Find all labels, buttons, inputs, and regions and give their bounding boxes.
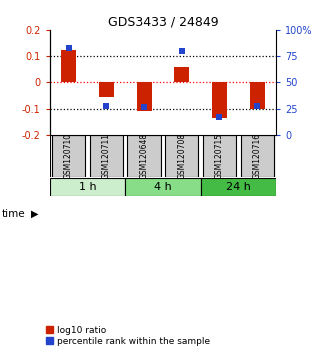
FancyBboxPatch shape (201, 178, 276, 196)
Text: GSM120711: GSM120711 (102, 133, 111, 179)
Text: time: time (2, 209, 25, 219)
FancyBboxPatch shape (165, 135, 198, 177)
FancyBboxPatch shape (125, 178, 201, 196)
FancyBboxPatch shape (127, 135, 160, 177)
Text: 24 h: 24 h (226, 182, 251, 192)
Text: 4 h: 4 h (154, 182, 172, 192)
Bar (136, 82, 152, 110)
FancyBboxPatch shape (203, 135, 236, 177)
Bar (61, 51, 76, 82)
Text: GSM120708: GSM120708 (177, 133, 186, 179)
Bar (174, 68, 189, 82)
Text: 1 h: 1 h (79, 182, 96, 192)
FancyBboxPatch shape (90, 135, 123, 177)
Bar (250, 82, 265, 109)
Text: GSM120716: GSM120716 (253, 133, 262, 179)
Text: GSM120715: GSM120715 (215, 133, 224, 179)
Legend: log10 ratio, percentile rank within the sample: log10 ratio, percentile rank within the … (46, 326, 210, 346)
Text: GSM120710: GSM120710 (64, 133, 73, 179)
Text: ▶: ▶ (30, 209, 38, 219)
Bar (99, 82, 114, 97)
Title: GDS3433 / 24849: GDS3433 / 24849 (108, 16, 218, 29)
FancyBboxPatch shape (52, 135, 85, 177)
FancyBboxPatch shape (241, 135, 274, 177)
Text: GSM120648: GSM120648 (140, 133, 149, 179)
FancyBboxPatch shape (50, 178, 125, 196)
Bar (212, 82, 227, 118)
